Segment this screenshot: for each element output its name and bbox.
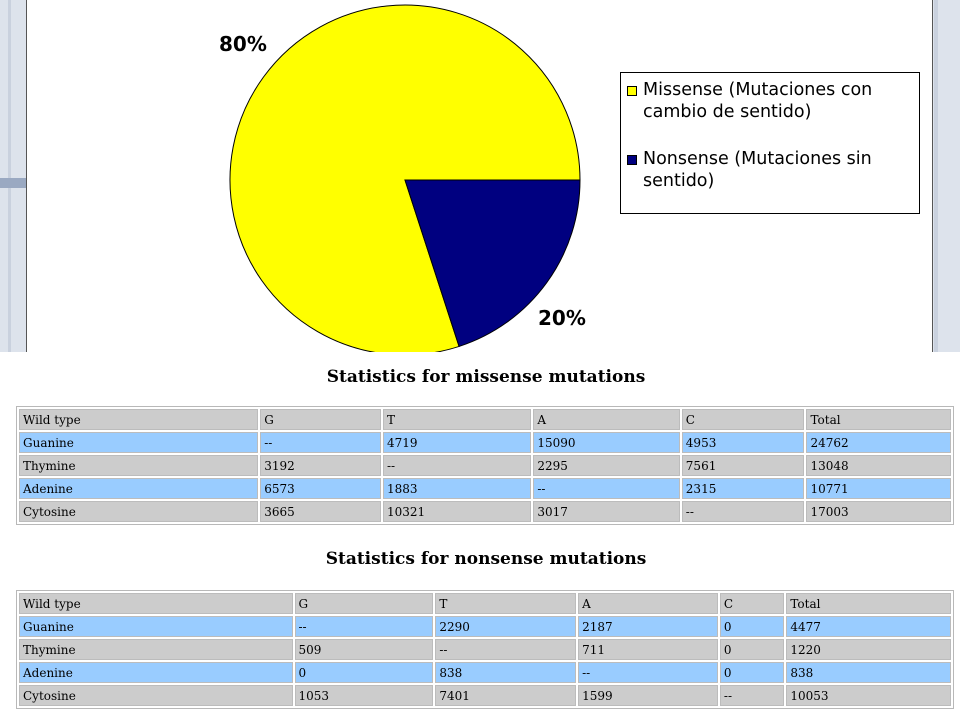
data-cell: Guanine xyxy=(19,616,293,637)
data-cell: 7561 xyxy=(681,455,805,476)
header-cell: G xyxy=(260,409,381,430)
data-cell: 4953 xyxy=(681,432,805,453)
background-stripe xyxy=(934,0,938,352)
nonsense-table-title: Statistics for nonsense mutations xyxy=(325,549,647,569)
data-cell: 711 xyxy=(578,639,718,660)
data-cell: 4477 xyxy=(786,616,951,637)
table-row: Wild type G T A C Total xyxy=(19,593,951,614)
data-cell: 24762 xyxy=(806,432,951,453)
header-cell: Wild type xyxy=(19,409,259,430)
data-cell: -- xyxy=(260,432,381,453)
data-cell: 17003 xyxy=(806,501,951,522)
data-cell: 3192 xyxy=(260,455,381,476)
legend-item-nonsense: Nonsense (Mutaciones sin sentido) xyxy=(627,148,909,192)
data-cell: -- xyxy=(533,478,680,499)
data-cell: -- xyxy=(294,616,434,637)
data-cell: 509 xyxy=(294,639,434,660)
data-cell: 10321 xyxy=(382,501,532,522)
header-cell: C xyxy=(719,593,785,614)
data-cell: 1883 xyxy=(382,478,532,499)
legend-item-missense: Missense (Mutaciones con cambio de senti… xyxy=(627,79,909,123)
missense-table-title: Statistics for missense mutations xyxy=(326,367,646,387)
data-cell: 3017 xyxy=(533,501,680,522)
table-row: Wild type G T A C Total xyxy=(19,409,951,430)
data-cell: 0 xyxy=(719,616,785,637)
data-cell: -- xyxy=(578,662,718,683)
header-cell: A xyxy=(533,409,680,430)
table-row: Cytosine 1053 7401 1599 -- 10053 xyxy=(19,685,951,706)
data-cell: 2295 xyxy=(533,455,680,476)
data-cell: -- xyxy=(681,501,805,522)
table-row: Cytosine 3665 10321 3017 -- 17003 xyxy=(19,501,951,522)
header-cell: T xyxy=(435,593,577,614)
data-cell: 1599 xyxy=(578,685,718,706)
data-cell: 838 xyxy=(786,662,951,683)
table-row: Adenine 0 838 -- 0 838 xyxy=(19,662,951,683)
background-stripe xyxy=(0,178,26,188)
legend-swatch-nonsense xyxy=(627,155,637,165)
data-cell: 4719 xyxy=(382,432,532,453)
header-cell: T xyxy=(382,409,532,430)
data-cell: -- xyxy=(435,639,577,660)
data-cell: 1053 xyxy=(294,685,434,706)
missense-stats-table: Wild type G T A C Total Guanine -- 4719 15090 4953… xyxy=(16,406,954,525)
data-cell: 2187 xyxy=(578,616,718,637)
header-cell: Total xyxy=(806,409,951,430)
header-cell: Wild type xyxy=(19,593,293,614)
pie-chart xyxy=(229,4,581,352)
data-cell: 2315 xyxy=(681,478,805,499)
data-cell: 1220 xyxy=(786,639,951,660)
data-cell: -- xyxy=(719,685,785,706)
data-cell: Adenine xyxy=(19,662,293,683)
data-cell: 2290 xyxy=(435,616,577,637)
legend-swatch-missense xyxy=(627,86,637,96)
data-cell: Adenine xyxy=(19,478,259,499)
data-label-missense: 80% xyxy=(219,32,267,56)
data-cell: 0 xyxy=(719,639,785,660)
data-cell: 838 xyxy=(435,662,577,683)
table-row: Guanine -- 4719 15090 4953 24762 xyxy=(19,432,951,453)
data-cell: Thymine xyxy=(19,455,259,476)
header-cell: G xyxy=(294,593,434,614)
header-cell: Total xyxy=(786,593,951,614)
legend-label: Nonsense (Mutaciones sin sentido) xyxy=(643,149,872,191)
background-stripe xyxy=(8,0,11,352)
table-row: Thymine 3192 -- 2295 7561 13048 xyxy=(19,455,951,476)
chart-legend: Missense (Mutaciones con cambio de senti… xyxy=(620,72,920,214)
pie-slice-nonsense xyxy=(404,179,581,348)
data-cell: Thymine xyxy=(19,639,293,660)
data-cell: 7401 xyxy=(435,685,577,706)
data-cell: Cytosine xyxy=(19,685,293,706)
table-row: Guanine -- 2290 2187 0 4477 xyxy=(19,616,951,637)
table-row: Adenine 6573 1883 -- 2315 10771 xyxy=(19,478,951,499)
data-cell: 0 xyxy=(719,662,785,683)
legend-label: Missense (Mutaciones con cambio de senti… xyxy=(643,80,873,122)
data-label-nonsense: 20% xyxy=(538,306,586,330)
data-cell: 15090 xyxy=(533,432,680,453)
header-cell: C xyxy=(681,409,805,430)
data-cell: 10053 xyxy=(786,685,951,706)
nonsense-stats-table: Wild type G T A C Total Guanine -- 2290 2187 0 4477… xyxy=(16,590,954,709)
data-cell: -- xyxy=(382,455,532,476)
data-cell: Cytosine xyxy=(19,501,259,522)
data-cell: 0 xyxy=(294,662,434,683)
header-cell: A xyxy=(578,593,718,614)
data-cell: 6573 xyxy=(260,478,381,499)
data-cell: 10771 xyxy=(806,478,951,499)
pie-slice-missense xyxy=(229,4,581,352)
data-cell: 13048 xyxy=(806,455,951,476)
data-cell: 3665 xyxy=(260,501,381,522)
table-row: Thymine 509 -- 711 0 1220 xyxy=(19,639,951,660)
pie-chart-panel: 80% 20% Missense (Mutaciones con cambio … xyxy=(26,0,933,352)
data-cell: Guanine xyxy=(19,432,259,453)
